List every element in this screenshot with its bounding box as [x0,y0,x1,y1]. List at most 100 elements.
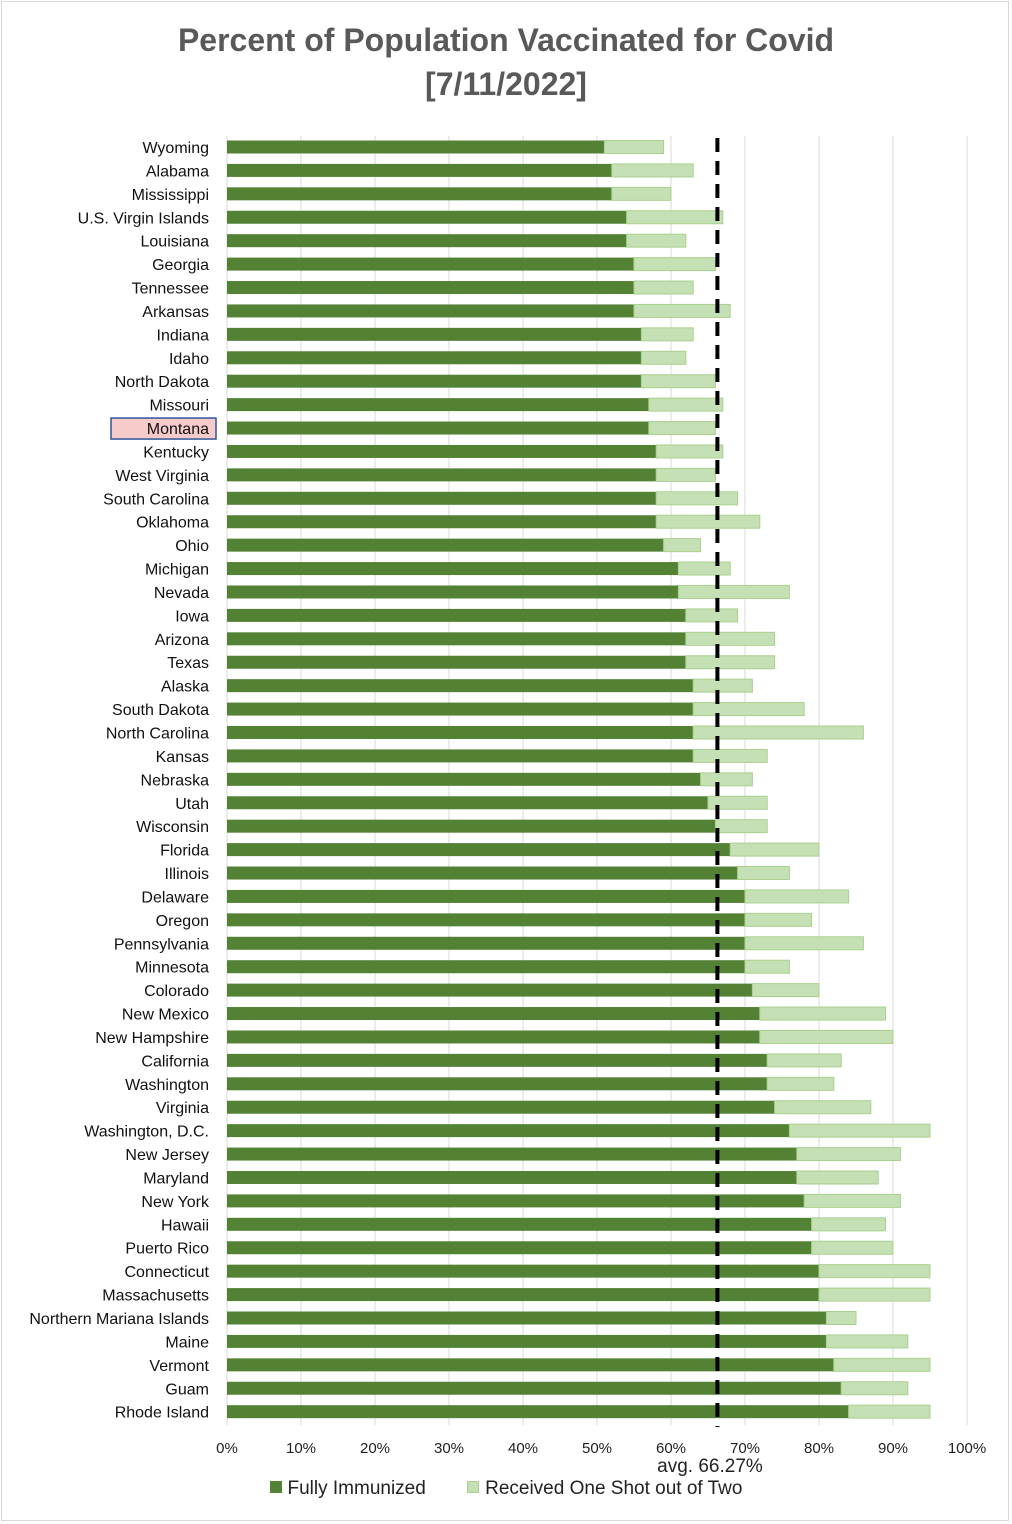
category-label: Illinois [165,866,209,883]
category-label: Oklahoma [136,515,209,532]
chart-title: Percent of Population Vaccinated for Cov… [0,18,1012,106]
bar-fully-immunized [227,538,664,552]
bar-fully-immunized [227,608,686,622]
category-label: Puerto Rico [125,1241,209,1258]
bar-fully-immunized [227,398,649,412]
bar-one-shot [603,140,665,154]
category-label: Iowa [175,608,209,625]
bar-one-shot [796,1170,879,1185]
category-label: Utah [175,796,209,813]
bar-one-shot [626,210,724,225]
bar-one-shot [825,1311,857,1325]
bar-fully-immunized [227,1077,768,1091]
category-label: Minnesota [135,960,209,977]
x-tick-label: 100% [948,1440,986,1457]
bar-fully-immunized [227,257,634,271]
bar-one-shot [744,936,864,951]
bar-fully-immunized [227,327,642,341]
bar-fully-immunized [227,187,612,201]
category-label: Mississippi [132,187,209,204]
category-label: Maryland [143,1170,209,1187]
bar-one-shot [648,397,724,412]
bar-fully-immunized [227,1241,812,1255]
bar-one-shot [655,467,716,482]
category-label: Kansas [156,749,209,766]
average-label: avg. 66.27% [657,1456,763,1477]
bar-one-shot [692,678,753,693]
category-label: Wisconsin [136,819,209,836]
bar-fully-immunized [227,655,686,669]
bar-fully-immunized [227,304,634,318]
x-tick-label: 70% [730,1440,760,1457]
bar-one-shot [811,1217,887,1232]
bar-fully-immunized [227,1381,842,1395]
bar-fully-immunized [227,1053,768,1067]
bar-fully-immunized [227,351,642,365]
bar-one-shot [633,280,694,295]
bar-one-shot [766,1076,835,1091]
bar-fully-immunized [227,983,753,997]
bar-fully-immunized [227,889,745,903]
bar-fully-immunized [227,163,612,177]
bar-one-shot [655,444,724,459]
bar-fully-immunized [227,1030,760,1044]
bar-one-shot [766,1053,842,1068]
bar-fully-immunized [227,421,649,435]
bar-fully-immunized [227,1100,775,1114]
category-label: Arizona [155,632,209,649]
bar-one-shot [655,514,761,529]
x-tick-label: 20% [360,1440,390,1457]
category-label: Missouri [149,398,209,415]
bar-one-shot [759,1029,894,1044]
bar-fully-immunized [227,1264,819,1278]
bar-fully-immunized [227,913,745,927]
bar-fully-immunized [227,374,642,388]
bar-fully-immunized [227,491,657,505]
category-label: Indiana [157,327,210,344]
category-label: Guam [165,1381,209,1398]
chart-title-line1: Percent of Population Vaccinated for Cov… [177,22,835,58]
category-label: Nevada [154,585,209,602]
category-label: Nebraska [141,772,210,789]
category-label: Connecticut [125,1264,210,1281]
bar-one-shot [648,421,716,436]
bar-fully-immunized [227,1405,849,1419]
category-label: South Carolina [103,491,209,508]
category-label: New Mexico [122,1007,209,1024]
category-label: Kentucky [143,444,209,461]
bar-one-shot [626,233,687,248]
bar-one-shot [633,303,731,318]
bar-one-shot [640,374,716,389]
category-label: New Jersey [125,1147,209,1164]
x-tick-label: 90% [878,1440,908,1457]
category-label: Georgia [152,257,209,274]
legend-label-one-shot: Received One Shot out of Two [485,1478,743,1499]
bar-fully-immunized [227,1288,819,1302]
bar-one-shot [774,1100,872,1115]
category-label: California [141,1053,209,1070]
x-tick-label: 10% [286,1440,316,1457]
bar-one-shot [744,959,790,974]
bar-fully-immunized [227,819,716,833]
bar-fully-immunized [227,936,745,950]
bar-fully-immunized [227,1170,797,1184]
x-tick-label: 30% [434,1440,464,1457]
x-tick-label: 60% [656,1440,686,1457]
bar-one-shot [840,1381,909,1396]
bar-one-shot [677,584,790,599]
bar-one-shot [692,702,805,717]
bar-fully-immunized [227,843,731,857]
bar-fully-immunized [227,444,657,458]
legend-item-fully-immunized: Fully Immunized [269,1478,426,1500]
bar-one-shot [677,561,731,576]
bar-fully-immunized [227,866,738,880]
bar-fully-immunized [227,772,701,786]
bar-fully-immunized [227,1358,834,1372]
category-label: Massachusetts [102,1288,209,1305]
category-label: Pennsylvania [114,936,209,953]
bar-one-shot [611,163,694,178]
category-label: Maine [165,1334,209,1351]
legend-item-one-shot: Received One Shot out of Two [467,1478,742,1500]
bar-fully-immunized [227,562,679,576]
